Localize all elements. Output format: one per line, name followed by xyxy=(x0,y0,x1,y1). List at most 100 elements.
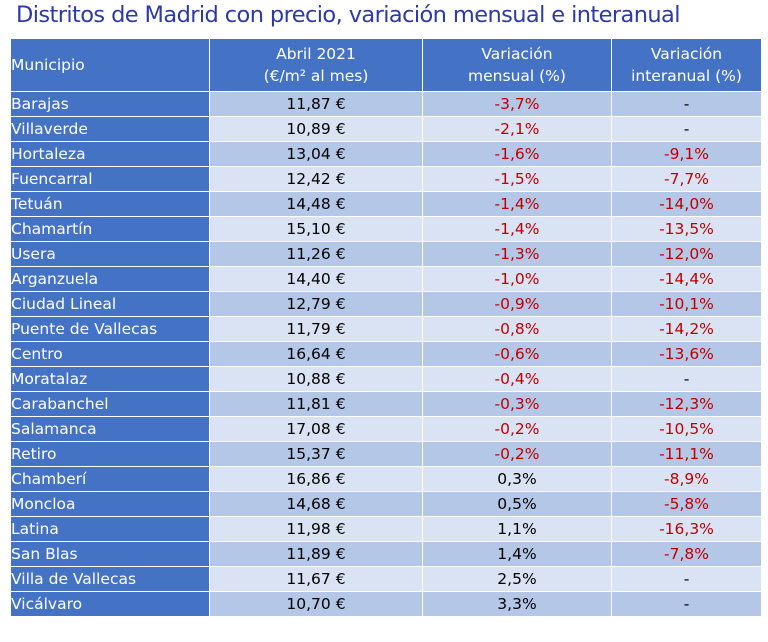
table-row: Chamartín 15,10 € -1,4% -13,5% xyxy=(10,216,762,242)
annual-change-cell: -8,9% xyxy=(611,466,762,492)
annual-change-cell: -7,7% xyxy=(611,166,762,192)
monthly-change-cell: 0,3% xyxy=(422,466,612,492)
monthly-change-cell: -2,1% xyxy=(422,116,612,142)
table-row: Moratalaz 10,88 € -0,4% - xyxy=(10,366,762,392)
district-name-cell: Latina xyxy=(10,516,210,542)
price-cell: 11,67 € xyxy=(209,566,423,592)
price-cell: 15,37 € xyxy=(209,441,423,467)
table-row: Vicálvaro 10,70 €3,3% - xyxy=(10,591,762,617)
price-cell: 10,70 € xyxy=(209,591,423,617)
header-monthly-line-2: mensual (%) xyxy=(468,67,566,85)
price-cell: 13,04 € xyxy=(209,141,423,167)
price-cell: 11,89 € xyxy=(209,541,423,567)
table-row: Villa de Vallecas 11,67 €2,5% - xyxy=(10,566,762,592)
annual-change-cell: - xyxy=(611,91,762,117)
monthly-change-cell: -0,3% xyxy=(422,391,612,417)
monthly-change-cell: 1,4% xyxy=(422,541,612,567)
table-row: Salamanca 17,08 € -0,2% -10,5% xyxy=(10,416,762,442)
header-row: Municipio Abril 2021 (€/m² al mes) Varia… xyxy=(10,38,762,92)
annual-change-cell: -12,0% xyxy=(611,241,762,267)
district-name-cell: Ciudad Lineal xyxy=(10,291,210,317)
annual-change-cell: -14,4% xyxy=(611,266,762,292)
table-title: Distritos de Madrid con precio, variació… xyxy=(16,2,680,28)
monthly-change-cell: -0,6% xyxy=(422,341,612,367)
monthly-change-cell: -1,5% xyxy=(422,166,612,192)
district-name-cell: Chamberí xyxy=(10,466,210,492)
price-cell: 11,87 € xyxy=(209,91,423,117)
table-row: Latina 11,98 €1,1% -16,3% xyxy=(10,516,762,542)
district-name-cell: Chamartín xyxy=(10,216,210,242)
header-annual-change: Variación interanual (%) xyxy=(611,38,762,92)
district-name-cell: Villaverde xyxy=(10,116,210,142)
price-cell: 15,10 € xyxy=(209,216,423,242)
monthly-change-cell: 1,1% xyxy=(422,516,612,542)
annual-change-cell: -12,3% xyxy=(611,391,762,417)
monthly-change-cell: 2,5% xyxy=(422,566,612,592)
price-cell: 14,40 € xyxy=(209,266,423,292)
district-name-cell: Moratalaz xyxy=(10,366,210,392)
district-name-cell: Vicálvaro xyxy=(10,591,210,617)
price-cell: 10,89 € xyxy=(209,116,423,142)
annual-change-cell: -10,5% xyxy=(611,416,762,442)
price-cell: 11,26 € xyxy=(209,241,423,267)
monthly-change-cell: -0,2% xyxy=(422,441,612,467)
annual-change-cell: - xyxy=(611,591,762,617)
table-row: Barajas 11,87 € -3,7% - xyxy=(10,91,762,117)
district-name-cell: Salamanca xyxy=(10,416,210,442)
header-municipio-line-1: Municipio xyxy=(11,56,85,74)
annual-change-cell: -5,8% xyxy=(611,491,762,517)
monthly-change-cell: -0,9% xyxy=(422,291,612,317)
price-cell: 10,88 € xyxy=(209,366,423,392)
district-name-cell: Arganzuela xyxy=(10,266,210,292)
table-row: Villaverde 10,89 € -2,1% - xyxy=(10,116,762,142)
table-row: Centro 16,64 € -0,6% -13,6% xyxy=(10,341,762,367)
header-price-line-2: (€/m² al mes) xyxy=(263,67,369,85)
price-cell: 12,79 € xyxy=(209,291,423,317)
table-row: Chamberí 16,86 €0,3% -8,9% xyxy=(10,466,762,492)
monthly-change-cell: -0,8% xyxy=(422,316,612,342)
annual-change-cell: - xyxy=(611,366,762,392)
annual-change-cell: - xyxy=(611,566,762,592)
monthly-change-cell: -1,0% xyxy=(422,266,612,292)
district-name-cell: Puente de Vallecas xyxy=(10,316,210,342)
table-row: Arganzuela 14,40 € -1,0% -14,4% xyxy=(10,266,762,292)
annual-change-cell: -16,3% xyxy=(611,516,762,542)
price-table: Municipio Abril 2021 (€/m² al mes) Varia… xyxy=(10,38,762,617)
annual-change-cell: -14,0% xyxy=(611,191,762,217)
price-cell: 12,42 € xyxy=(209,166,423,192)
annual-change-cell: -9,1% xyxy=(611,141,762,167)
header-annual-line-1: Variación xyxy=(650,45,723,63)
table-row: Retiro 15,37 € -0,2% -11,1% xyxy=(10,441,762,467)
monthly-change-cell: -1,6% xyxy=(422,141,612,167)
monthly-change-cell: -0,4% xyxy=(422,366,612,392)
monthly-change-cell: -0,2% xyxy=(422,416,612,442)
district-name-cell: Carabanchel xyxy=(10,391,210,417)
table-row: Puente de Vallecas 11,79 € -0,8% -14,2% xyxy=(10,316,762,342)
header-municipio: Municipio xyxy=(10,38,210,92)
price-cell: 11,79 € xyxy=(209,316,423,342)
header-monthly-change: Variación mensual (%) xyxy=(422,38,612,92)
header-annual-line-2: interanual (%) xyxy=(631,67,742,85)
district-name-cell: Barajas xyxy=(10,91,210,117)
price-cell: 11,98 € xyxy=(209,516,423,542)
annual-change-cell: -11,1% xyxy=(611,441,762,467)
monthly-change-cell: -1,4% xyxy=(422,216,612,242)
table-row: Moncloa 14,68 €0,5% -5,8% xyxy=(10,491,762,517)
table-row: Fuencarral 12,42 € -1,5% -7,7% xyxy=(10,166,762,192)
price-cell: 14,68 € xyxy=(209,491,423,517)
district-name-cell: Fuencarral xyxy=(10,166,210,192)
district-name-cell: Villa de Vallecas xyxy=(10,566,210,592)
monthly-change-cell: -1,4% xyxy=(422,191,612,217)
district-name-cell: San Blas xyxy=(10,541,210,567)
annual-change-cell: -10,1% xyxy=(611,291,762,317)
monthly-change-cell: -1,3% xyxy=(422,241,612,267)
annual-change-cell: -13,6% xyxy=(611,341,762,367)
district-name-cell: Tetuán xyxy=(10,191,210,217)
district-name-cell: Centro xyxy=(10,341,210,367)
table-row: Usera 11,26 € -1,3% -12,0% xyxy=(10,241,762,267)
table-row: Carabanchel 11,81 € -0,3% -12,3% xyxy=(10,391,762,417)
district-name-cell: Usera xyxy=(10,241,210,267)
price-cell: 11,81 € xyxy=(209,391,423,417)
monthly-change-cell: 3,3% xyxy=(422,591,612,617)
header-price-line-1: Abril 2021 xyxy=(276,45,356,63)
